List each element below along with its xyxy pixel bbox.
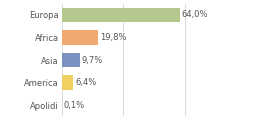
Text: 9,7%: 9,7%: [81, 55, 102, 65]
Bar: [62, 75, 73, 90]
Text: 0,1%: 0,1%: [63, 101, 84, 110]
Bar: [62, 8, 180, 22]
Text: 6,4%: 6,4%: [75, 78, 96, 87]
Bar: [62, 30, 98, 45]
Bar: [62, 53, 80, 67]
Text: 19,8%: 19,8%: [100, 33, 126, 42]
Text: 64,0%: 64,0%: [181, 10, 208, 19]
